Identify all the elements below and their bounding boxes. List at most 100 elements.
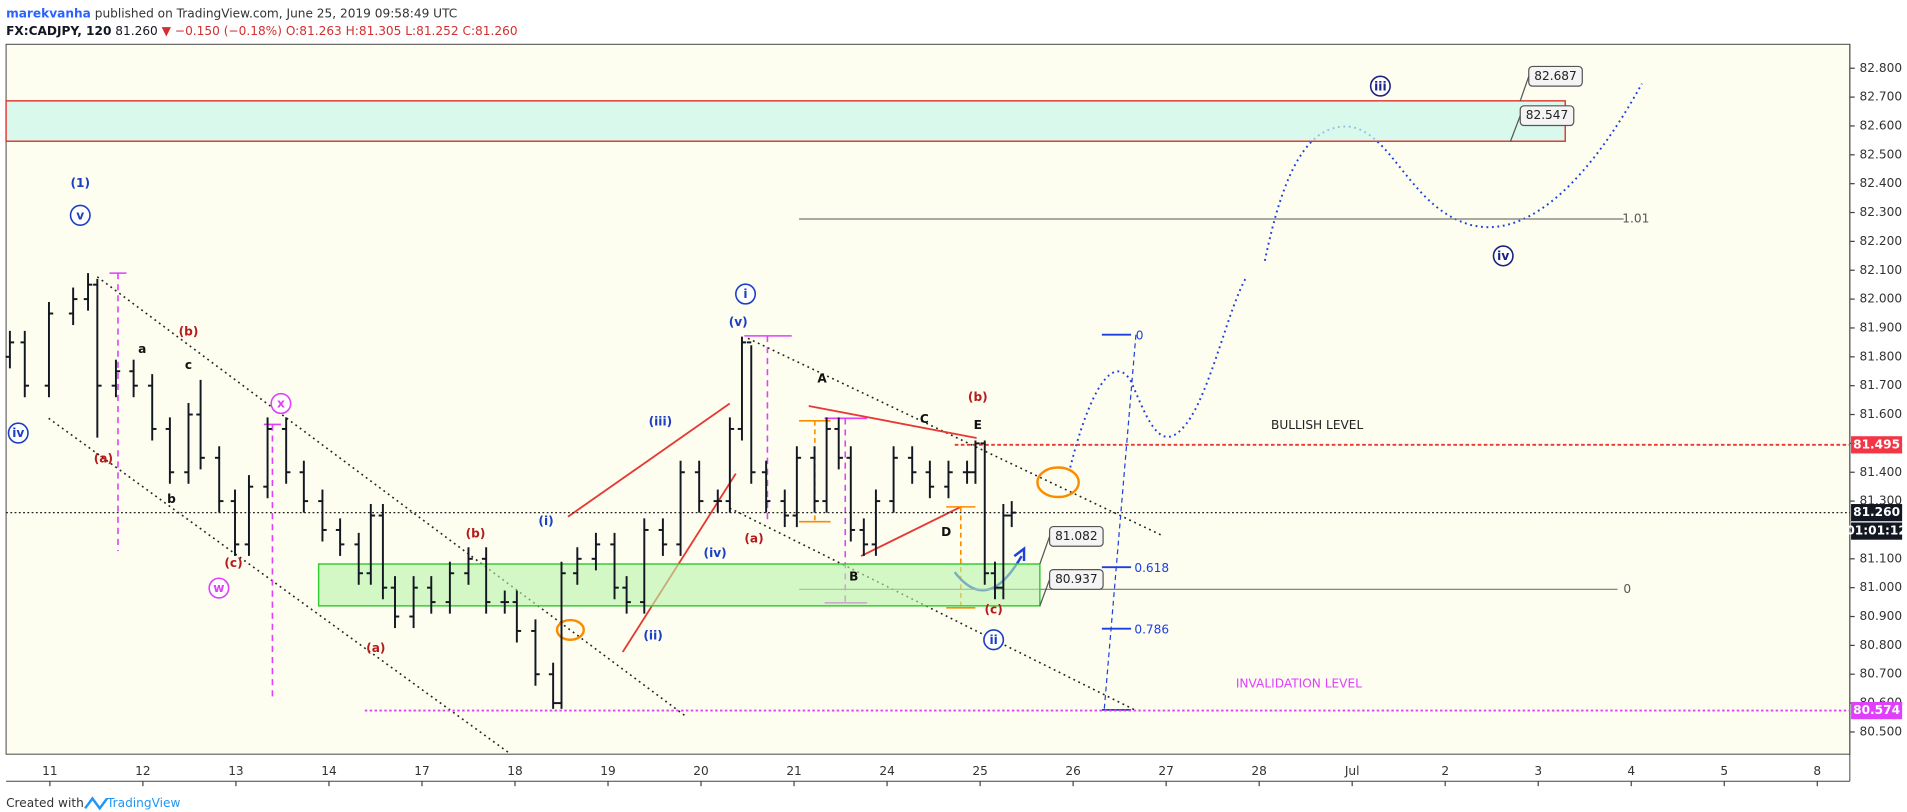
wave-label: iv <box>1497 249 1509 263</box>
x-tick-label: 18 <box>507 764 522 778</box>
y-tick-label: 81.700 <box>1860 378 1903 392</box>
wave-label: (1) <box>70 176 90 190</box>
projection-path <box>1069 276 1248 468</box>
y-tick-label: 82.200 <box>1860 234 1903 248</box>
y-tick-label: 82.800 <box>1860 61 1903 75</box>
author: marekvanha <box>6 6 91 20</box>
wave-label: (c) <box>984 603 1002 617</box>
y-tick-label: 81.000 <box>1860 580 1903 594</box>
callout-label: 82.687 <box>1534 69 1577 83</box>
bullish-badge-label: 81.495 <box>1853 437 1900 451</box>
x-tick-label: 26 <box>1065 764 1080 778</box>
y-tick-label: 82.700 <box>1860 90 1903 104</box>
wave-label: (b) <box>466 526 486 540</box>
callout-label: 82.547 <box>1526 108 1569 122</box>
published: published on TradingView.com, June 25, 2… <box>95 6 458 20</box>
wave-label: ii <box>989 633 997 647</box>
x-tick-label: 24 <box>879 764 895 778</box>
y-tick-label: 81.900 <box>1860 320 1903 334</box>
y-tick-label: 82.400 <box>1860 176 1903 190</box>
y-tick-label: 81.100 <box>1860 551 1903 565</box>
header-line-1: marekvanha published on TradingView.com,… <box>6 6 457 20</box>
wave-label: x <box>277 397 285 411</box>
y-tick-label: 81.800 <box>1860 349 1903 363</box>
wave-circle <box>1492 245 1514 267</box>
trend-line <box>860 506 962 557</box>
x-tick-label: 14 <box>321 764 337 778</box>
last: 81.260 <box>115 23 158 37</box>
wave-label: (iii) <box>649 414 673 428</box>
y-tick-label: 82.300 <box>1860 205 1903 219</box>
x-tick-label: 11 <box>42 764 57 778</box>
plot-area <box>5 43 1851 755</box>
footer-brand: TradingView <box>106 796 180 810</box>
channel-line <box>729 507 1138 712</box>
wave-label: (b) <box>968 390 988 404</box>
callout-box <box>1048 525 1104 547</box>
y-tick-label: 82.000 <box>1860 292 1903 306</box>
x-tick-label: 8 <box>1813 764 1821 778</box>
last-price-badge-label: 81.260 <box>1853 505 1900 519</box>
wave-circle <box>69 204 91 226</box>
fib-label: 0 <box>1623 582 1631 596</box>
wave-label: (iv) <box>704 546 727 560</box>
fib-label: 0 <box>1136 328 1144 342</box>
fib-trend <box>1103 334 1137 709</box>
wave-circle <box>7 422 29 444</box>
callout-box <box>1528 65 1583 87</box>
callout-pointer <box>1509 115 1521 142</box>
x-tick-label: 27 <box>1158 764 1173 778</box>
bullish-level-label: BULLISH LEVEL <box>1271 418 1363 432</box>
y-tick-label: 82.500 <box>1860 147 1903 161</box>
x-tick-label: 19 <box>600 764 615 778</box>
support-zone <box>317 563 1041 607</box>
y-tick-label: 82.600 <box>1860 118 1903 132</box>
y-tick-label: 80.500 <box>1860 724 1903 738</box>
wave-label: (c) <box>224 556 242 570</box>
callout-label: 81.082 <box>1055 529 1098 543</box>
wave-label: iii <box>1374 79 1387 93</box>
y-tick-label: 81.400 <box>1860 465 1903 479</box>
x-tick-label: Jul <box>1344 764 1360 778</box>
fib-label: 1.01 <box>1622 211 1649 225</box>
orange-marks <box>555 419 1080 641</box>
x-tick-label: 28 <box>1251 764 1266 778</box>
x-tick-label: 25 <box>972 764 987 778</box>
wave-label: B <box>849 569 858 583</box>
target-zone <box>5 100 1566 142</box>
x-tick-label: 20 <box>693 764 708 778</box>
fib-label: 0.618 <box>1134 561 1169 575</box>
channel-line <box>48 417 512 755</box>
wave-label: (i) <box>538 514 553 528</box>
highlight-ellipse <box>555 618 585 641</box>
wave-label: E <box>974 418 982 432</box>
wave-circle <box>1369 75 1391 97</box>
projection-path <box>1263 83 1643 262</box>
header-line-2: FX:CADJPY, 120 81.260 ▼ −0.150 (−0.18%) … <box>6 23 517 37</box>
change: −0.150 (−0.18%) <box>175 23 282 37</box>
wave-label: b <box>167 492 176 506</box>
wave-label: D <box>941 525 951 539</box>
wave-label: a <box>138 342 146 356</box>
callout-box <box>1048 569 1104 590</box>
y-tick-label: 82.100 <box>1860 263 1903 277</box>
direction: ▼ <box>162 23 172 37</box>
wave-label: A <box>817 371 827 385</box>
arrow-head <box>1013 546 1026 562</box>
invalidation-badge-label: 80.574 <box>1853 703 1900 717</box>
wave-label: i <box>743 287 747 301</box>
footer-prefix: Created with <box>6 796 84 810</box>
price-bars <box>5 273 1016 709</box>
fib-label: 0.786 <box>1134 622 1169 636</box>
wave-label: w <box>213 581 224 595</box>
x-tick-label: 3 <box>1534 764 1542 778</box>
x-tick-label: 5 <box>1720 764 1728 778</box>
trend-line <box>808 405 977 439</box>
countdown-badge <box>1851 522 1903 540</box>
callout-box <box>1519 105 1575 127</box>
wave-label: C <box>920 412 929 426</box>
x-tick-label: 21 <box>786 764 801 778</box>
y-tick-label: 81.600 <box>1860 407 1903 421</box>
callout-pointer <box>1519 76 1530 102</box>
